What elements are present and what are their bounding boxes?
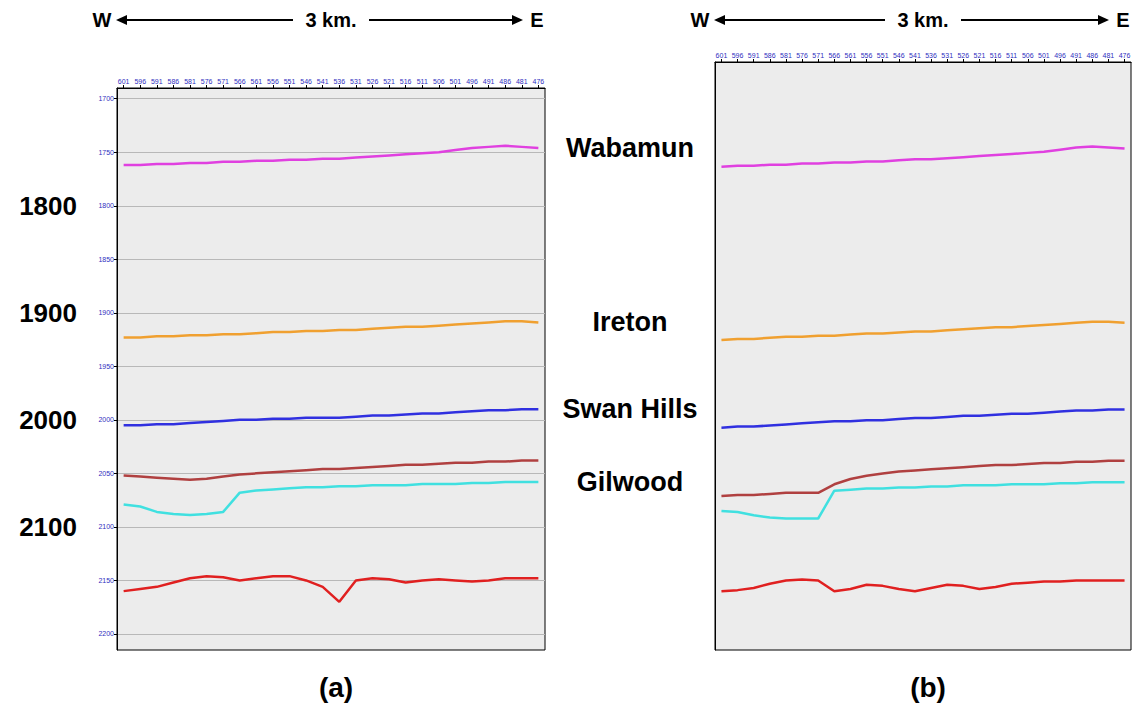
svg-text:W: W (93, 9, 112, 31)
svg-text:591: 591 (748, 52, 760, 59)
svg-text:566: 566 (828, 52, 840, 59)
svg-text:1900: 1900 (98, 309, 114, 316)
svg-text:1900: 1900 (19, 298, 77, 328)
svg-text:1800: 1800 (19, 191, 77, 221)
svg-text:536: 536 (333, 78, 345, 85)
svg-text:491: 491 (483, 78, 495, 85)
svg-text:536: 536 (925, 52, 937, 59)
svg-text:2000: 2000 (98, 416, 114, 423)
svg-text:1800: 1800 (98, 202, 114, 209)
svg-text:2050: 2050 (98, 470, 114, 477)
svg-text:2000: 2000 (19, 405, 77, 435)
svg-text:(a): (a) (319, 672, 353, 703)
svg-text:596: 596 (134, 78, 146, 85)
svg-text:556: 556 (267, 78, 279, 85)
svg-text:581: 581 (184, 78, 196, 85)
svg-text:Ireton: Ireton (592, 307, 667, 337)
svg-text:546: 546 (300, 78, 312, 85)
svg-text:481: 481 (516, 78, 528, 85)
svg-text:576: 576 (201, 78, 213, 85)
svg-text:581: 581 (780, 52, 792, 59)
svg-text:531: 531 (350, 78, 362, 85)
svg-text:E: E (530, 9, 543, 31)
svg-text:531: 531 (941, 52, 953, 59)
svg-text:481: 481 (1103, 52, 1115, 59)
svg-text:2100: 2100 (98, 523, 114, 530)
svg-text:1850: 1850 (98, 256, 114, 263)
svg-text:W: W (691, 9, 710, 31)
svg-text:561: 561 (251, 78, 263, 85)
svg-text:601: 601 (118, 78, 130, 85)
svg-text:501: 501 (1038, 52, 1050, 59)
svg-text:546: 546 (893, 52, 905, 59)
svg-text:496: 496 (466, 78, 478, 85)
svg-text:601: 601 (716, 52, 728, 59)
svg-text:516: 516 (990, 52, 1002, 59)
svg-text:526: 526 (367, 78, 379, 85)
svg-text:541: 541 (909, 52, 921, 59)
svg-text:E: E (1116, 9, 1129, 31)
svg-text:526: 526 (957, 52, 969, 59)
svg-text:Swan Hills: Swan Hills (562, 394, 697, 424)
svg-text:486: 486 (1086, 52, 1098, 59)
svg-text:2100: 2100 (19, 512, 77, 542)
svg-text:586: 586 (764, 52, 776, 59)
svg-text:551: 551 (284, 78, 296, 85)
svg-text:541: 541 (317, 78, 329, 85)
svg-text:476: 476 (1119, 52, 1131, 59)
svg-text:591: 591 (151, 78, 163, 85)
svg-text:486: 486 (499, 78, 511, 85)
svg-text:551: 551 (877, 52, 889, 59)
svg-text:Gilwood: Gilwood (577, 467, 683, 497)
svg-text:521: 521 (974, 52, 986, 59)
svg-text:556: 556 (861, 52, 873, 59)
svg-text:516: 516 (400, 78, 412, 85)
svg-text:476: 476 (533, 78, 545, 85)
svg-text:561: 561 (845, 52, 857, 59)
svg-text:511: 511 (1006, 52, 1017, 59)
svg-text:511: 511 (417, 78, 428, 85)
svg-text:586: 586 (168, 78, 180, 85)
svg-text:571: 571 (812, 52, 824, 59)
svg-text:1950: 1950 (98, 363, 114, 370)
svg-text:2200: 2200 (98, 630, 114, 637)
svg-text:491: 491 (1070, 52, 1082, 59)
svg-text:3 km.: 3 km. (897, 9, 948, 31)
svg-text:566: 566 (234, 78, 246, 85)
svg-text:521: 521 (383, 78, 395, 85)
svg-text:(b): (b) (910, 672, 946, 703)
svg-text:1700: 1700 (98, 95, 114, 102)
svg-text:596: 596 (732, 52, 744, 59)
svg-text:506: 506 (1022, 52, 1034, 59)
svg-text:3 km.: 3 km. (305, 9, 356, 31)
svg-text:501: 501 (450, 78, 462, 85)
svg-text:576: 576 (796, 52, 808, 59)
svg-text:496: 496 (1054, 52, 1066, 59)
svg-text:506: 506 (433, 78, 445, 85)
svg-text:571: 571 (217, 78, 229, 85)
svg-text:1750: 1750 (98, 149, 114, 156)
svg-text:2150: 2150 (98, 577, 114, 584)
svg-text:Wabamun: Wabamun (566, 133, 694, 163)
